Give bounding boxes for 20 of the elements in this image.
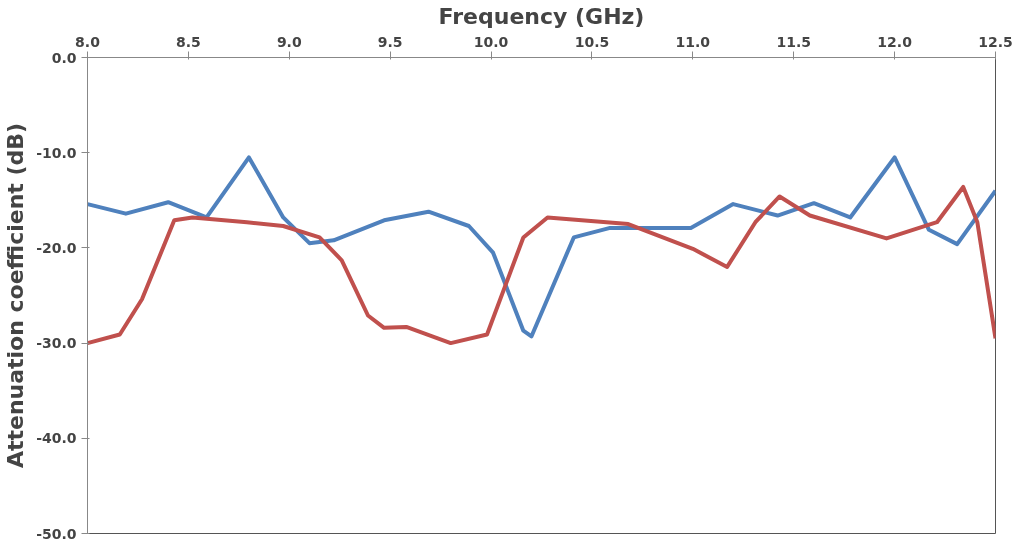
y-tick-label: 0.0 <box>51 49 77 66</box>
line-series <box>87 155 996 339</box>
x-tick-label: 10.0 <box>473 33 509 50</box>
x-tick-label: 8.0 <box>75 33 101 50</box>
y-tick-label: -40.0 <box>36 430 77 447</box>
y-tick-label: -10.0 <box>36 144 77 161</box>
y-tick-label: -20.0 <box>36 239 77 256</box>
x-tick-label: 9.0 <box>276 33 302 50</box>
x-tick-label: 12.0 <box>877 33 913 50</box>
y-axis-title: Attenuation coefficient (dB) <box>3 122 29 469</box>
x-tick-label: 9.5 <box>377 33 403 50</box>
y-tick-label: -50.0 <box>36 525 77 542</box>
x-axis-title: Frequency (GHz) <box>438 3 645 29</box>
y-tick-label: -30.0 <box>36 335 77 352</box>
x-tick-label: 11.5 <box>776 33 811 50</box>
x-tick-label: 12.5 <box>978 33 1013 50</box>
line-series <box>87 184 996 346</box>
x-tick-label: 10.5 <box>574 33 610 50</box>
x-tick-label: 11.0 <box>675 33 711 50</box>
x-tick-label: 8.5 <box>175 33 201 50</box>
